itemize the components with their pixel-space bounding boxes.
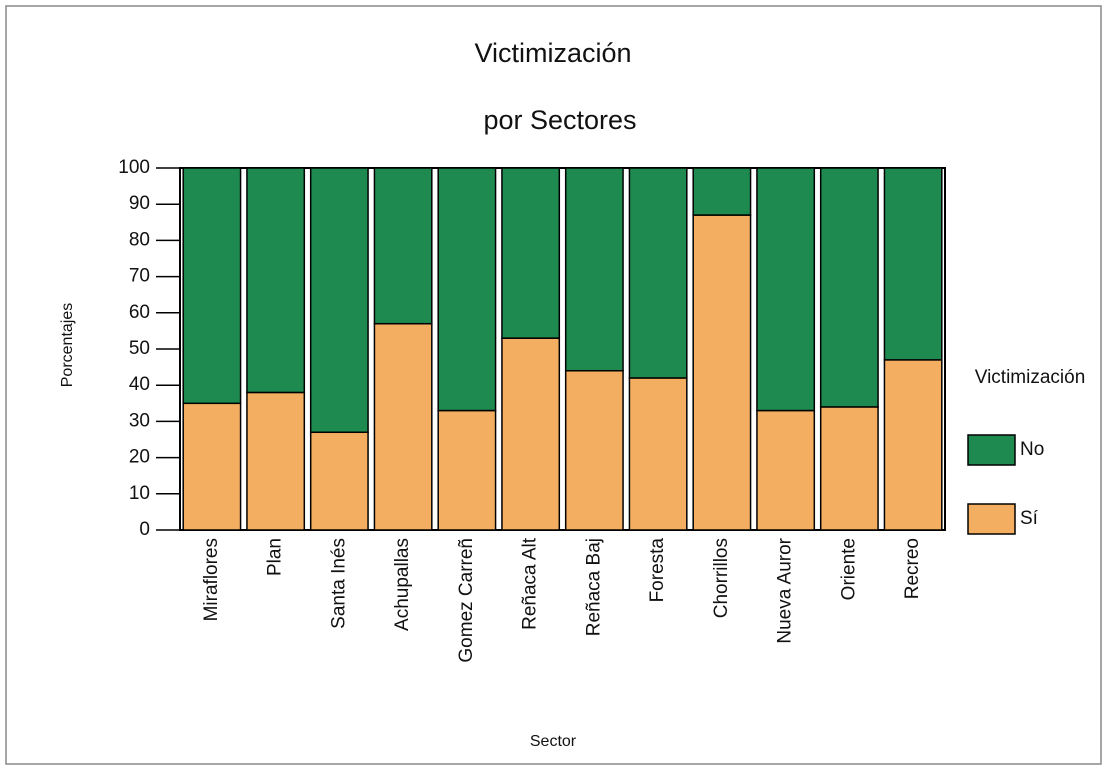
- x-tick-label: Santa Inés: [328, 538, 349, 629]
- plot-area: [179, 167, 946, 531]
- x-tick-label: Achupallas: [392, 538, 413, 631]
- bar-segment: [309, 167, 369, 434]
- y-tick-label: 60: [129, 302, 150, 323]
- bar-segment: [564, 167, 624, 372]
- y-tick-label: 80: [129, 229, 150, 250]
- bar-segment: [564, 369, 624, 531]
- chart-subtitle: por Sectores: [483, 105, 636, 135]
- legend-title: Victimización: [975, 367, 1086, 388]
- x-tick-label: Reñaca Alt: [520, 537, 541, 630]
- legend-label: Sí: [1020, 508, 1039, 529]
- x-tick-label: Miraflores: [201, 538, 222, 621]
- x-tick-label: Plan: [265, 538, 286, 576]
- bar-segment: [437, 409, 497, 531]
- legend-label: No: [1020, 439, 1044, 460]
- bar-segment: [628, 167, 688, 379]
- y-tick-label: 10: [129, 483, 150, 504]
- bar-segment: [309, 431, 369, 531]
- legend-swatch: [967, 434, 1016, 466]
- y-tick-label: 40: [129, 374, 150, 395]
- y-axis-label: Porcentajes: [59, 303, 76, 388]
- x-tick-label: Gomez Carreñ: [456, 538, 477, 663]
- bar-segment: [756, 167, 816, 412]
- x-tick-label: Oriente: [838, 538, 859, 600]
- y-tick-label: 50: [129, 338, 150, 359]
- y-tick-label: 70: [129, 266, 150, 287]
- bar-segment: [373, 167, 433, 325]
- y-tick-label: 20: [129, 447, 150, 468]
- bar-segment: [501, 337, 561, 531]
- y-tick-label: 100: [118, 157, 150, 178]
- y-tick-label: 90: [129, 193, 150, 214]
- legend-swatch: [967, 503, 1016, 535]
- bar-segment: [883, 359, 943, 531]
- bar-segment: [182, 402, 242, 531]
- bar-segment: [246, 167, 306, 394]
- bar-segment: [437, 167, 497, 412]
- y-tick-label: 30: [129, 410, 150, 431]
- x-tick-label: Chorrillos: [711, 538, 732, 618]
- bar-segment: [819, 167, 879, 408]
- y-tick-label: 0: [139, 519, 150, 540]
- chart-title: Victimización: [474, 38, 631, 68]
- bar-segment: [501, 167, 561, 339]
- bar-segment: [628, 377, 688, 531]
- bar-segment: [692, 167, 752, 216]
- x-tick-label: Reñaca Baj: [583, 538, 604, 636]
- bar-segment: [883, 167, 943, 361]
- bar-segment: [819, 406, 879, 531]
- bar-segment: [182, 167, 242, 405]
- x-tick-label: Foresta: [647, 538, 668, 603]
- bar-segment: [246, 391, 306, 531]
- bar-segment: [756, 409, 816, 531]
- x-axis-label: Sector: [530, 733, 577, 750]
- bar-segment: [692, 214, 752, 531]
- x-tick-label: Recreo: [902, 538, 923, 599]
- x-tick-label: Nueva Auror: [775, 537, 796, 643]
- bar-segment: [373, 322, 433, 531]
